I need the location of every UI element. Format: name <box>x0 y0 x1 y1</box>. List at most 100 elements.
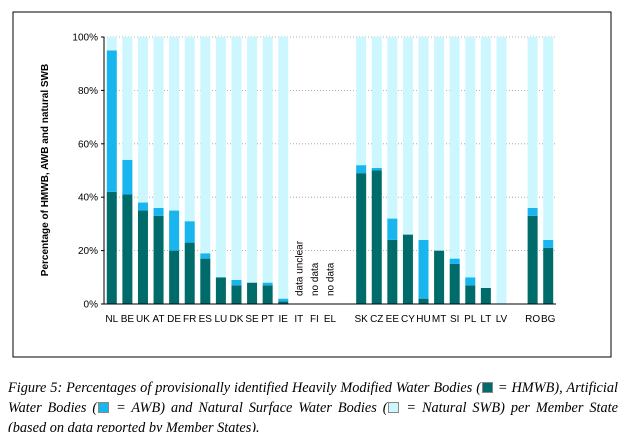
bar-segment <box>184 242 195 304</box>
bar-segment <box>527 207 538 216</box>
bar-segment <box>215 37 226 278</box>
bar-segment <box>262 285 273 304</box>
legend-label: Natural SWB <box>421 400 501 416</box>
bar-segment <box>543 247 554 304</box>
bar-segment <box>371 170 382 304</box>
bar-segment <box>449 263 460 304</box>
bar-segment <box>215 277 226 304</box>
bar-segment <box>496 37 507 304</box>
bar-segment <box>387 239 398 304</box>
bar-segment <box>169 37 180 211</box>
x-tick-label: CZ <box>370 314 383 325</box>
bar-segment <box>480 287 491 304</box>
y-tick-label: 80% <box>78 86 98 97</box>
legend-separator: = <box>497 380 508 396</box>
bar-segment <box>153 207 164 216</box>
x-tick-label: FR <box>183 314 196 325</box>
bar-segment <box>137 202 148 211</box>
legend-swatch <box>481 382 493 393</box>
x-tick-label: LU <box>214 314 227 325</box>
x-tick-label: LV <box>496 314 508 325</box>
bar-segment <box>278 37 289 299</box>
x-tick-label: DE <box>167 314 181 325</box>
y-tick-label: 60% <box>78 139 98 150</box>
bar-segment <box>278 298 289 302</box>
bar-segment <box>449 258 460 264</box>
category-note: no data <box>310 262 321 296</box>
bar-segment <box>418 298 429 304</box>
bar-segment <box>106 37 117 51</box>
x-tick-label: AT <box>153 314 165 325</box>
bar-segment <box>543 37 554 240</box>
bar-segment <box>137 37 148 203</box>
bar-segment <box>262 37 273 283</box>
bar-segment <box>418 37 429 240</box>
y-tick-label: 0% <box>84 300 99 311</box>
x-tick-label: SI <box>450 314 459 325</box>
y-tick-label: 100% <box>72 33 98 44</box>
bar-segment <box>543 239 554 248</box>
figure-caption: Figure 5: Percentages of provisionally i… <box>8 378 618 432</box>
bar-segment <box>418 239 429 299</box>
bar-segment <box>200 37 211 254</box>
legend-swatch <box>98 402 110 413</box>
bar-segment <box>137 210 148 304</box>
x-tick-label: CY <box>401 314 415 325</box>
x-tick-label: IT <box>294 314 303 325</box>
x-tick-label: NL <box>105 314 118 325</box>
bar-segment <box>402 234 413 304</box>
x-tick-label: DK <box>230 314 244 325</box>
x-tick-label: BG <box>541 314 556 325</box>
x-tick-label: SK <box>355 314 369 325</box>
x-tick-label: BE <box>121 314 135 325</box>
bar-segment <box>527 37 538 208</box>
bar-segment <box>387 37 398 219</box>
y-tick-label: 20% <box>78 246 98 257</box>
caption-text: ) per Member State (based on data report… <box>8 400 618 432</box>
bar-segment <box>122 159 133 195</box>
x-tick-label: PT <box>261 314 274 325</box>
caption-text: Figure 5: Percentages of provisionally i… <box>8 380 481 396</box>
bar-segment <box>434 250 445 304</box>
bar-segment <box>402 37 413 235</box>
bar-segment <box>122 194 133 304</box>
bar-segment <box>465 285 476 304</box>
bar-segment <box>434 37 445 251</box>
legend-swatch <box>388 402 400 413</box>
x-tick-label: EL <box>324 314 337 325</box>
bar-segment <box>247 282 258 304</box>
bar-segment <box>200 258 211 304</box>
bar-segment <box>247 37 258 283</box>
bar-segment <box>480 37 491 288</box>
legend-separator: = <box>116 400 126 416</box>
bar-segment <box>356 173 367 304</box>
x-tick-label: EE <box>386 314 400 325</box>
y-tick-label: 40% <box>78 193 98 204</box>
legend-label: AWB <box>131 400 161 416</box>
bar-segment <box>465 37 476 278</box>
bar-segment <box>153 37 164 208</box>
bar-segment <box>200 253 211 259</box>
category-note: data unclear <box>294 240 305 296</box>
x-tick-label: UK <box>136 314 150 325</box>
chart: Percentage of HMWB, AWB and natural SWB … <box>12 11 612 358</box>
bar-segment <box>262 282 273 286</box>
bar-segment <box>371 37 382 168</box>
bar-segment <box>106 191 117 304</box>
bar-segment <box>184 221 195 243</box>
bar-segment <box>387 218 398 240</box>
legend-label: HMWB <box>511 380 555 396</box>
x-tick-label: HU <box>416 314 430 325</box>
bar-segment <box>527 215 538 304</box>
bar-segment <box>106 50 117 192</box>
x-tick-label: FI <box>310 314 319 325</box>
x-tick-label: LT <box>480 314 491 325</box>
bar-segment <box>371 167 382 171</box>
x-tick-label: RO <box>525 314 540 325</box>
caption-text: ) and Natural Surface Water Bodies ( <box>160 400 388 416</box>
bar-segment <box>449 37 460 259</box>
bar-segment <box>231 279 242 286</box>
bar-segment <box>278 301 289 304</box>
x-tick-label: PL <box>464 314 477 325</box>
